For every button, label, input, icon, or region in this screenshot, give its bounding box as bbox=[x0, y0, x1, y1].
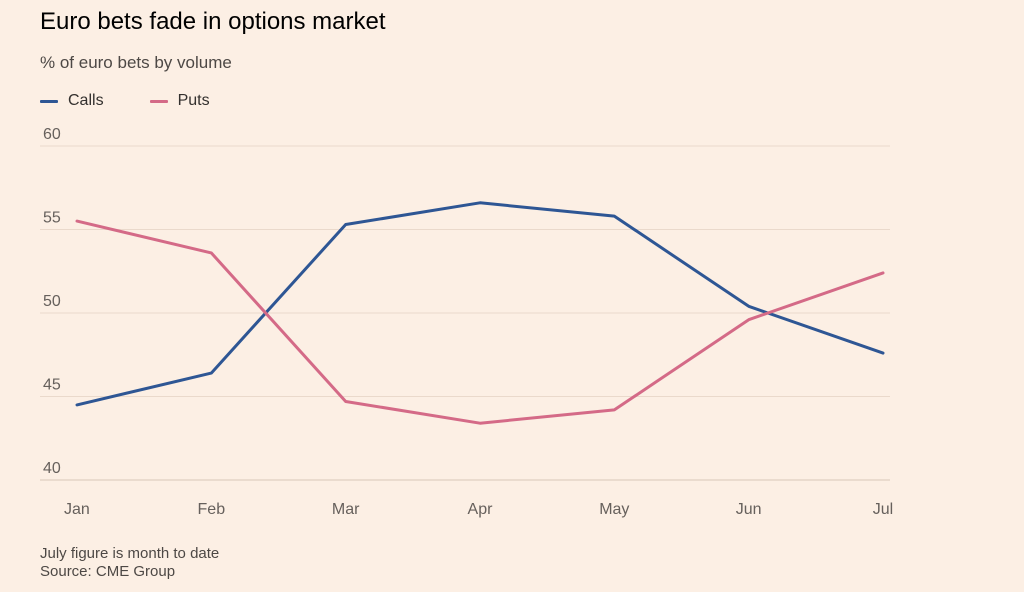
x-axis-ticks: Jan Feb Mar Apr May Jun Jul bbox=[64, 501, 893, 518]
legend-label-puts: Puts bbox=[177, 92, 210, 109]
x-tick-label-may: May bbox=[599, 501, 629, 518]
gridlines bbox=[40, 145, 890, 481]
chart-title: Euro bets fade in options market bbox=[40, 8, 386, 35]
x-tick-label-jul: Jul bbox=[873, 501, 893, 518]
x-tick-label-jun: Jun bbox=[736, 501, 762, 518]
chart-subtitle: % of euro bets by volume bbox=[40, 53, 232, 72]
x-tick-label-jan: Jan bbox=[64, 501, 90, 518]
x-tick-label-apr: Apr bbox=[468, 501, 494, 518]
y-tick-label-45: 45 bbox=[43, 377, 61, 394]
chart-note: July figure is month to date bbox=[40, 545, 220, 562]
legend-swatch-puts bbox=[149, 99, 168, 103]
x-tick-label-feb: Feb bbox=[198, 501, 226, 518]
legend: Calls Puts bbox=[40, 90, 256, 112]
y-axis-ticks: 60 55 50 45 40 bbox=[43, 126, 61, 477]
y-tick-label-40: 40 bbox=[43, 460, 61, 477]
y-tick-label-60: 60 bbox=[43, 126, 61, 143]
legend-item-calls: Calls bbox=[40, 92, 104, 110]
y-tick-label-50: 50 bbox=[43, 293, 61, 310]
series-lines bbox=[75, 201, 885, 425]
x-tick-label-mar: Mar bbox=[332, 501, 360, 518]
legend-label-calls: Calls bbox=[68, 92, 104, 109]
series-line-puts bbox=[75, 219, 885, 425]
series-line-calls bbox=[75, 201, 885, 407]
y-tick-label-55: 55 bbox=[43, 210, 61, 227]
legend-swatch-calls bbox=[40, 99, 58, 103]
chart-footer: July figure is month to date Source: CME… bbox=[40, 545, 219, 581]
legend-item-puts: Puts bbox=[149, 92, 210, 110]
chart-source: Source: CME Group bbox=[40, 563, 176, 580]
